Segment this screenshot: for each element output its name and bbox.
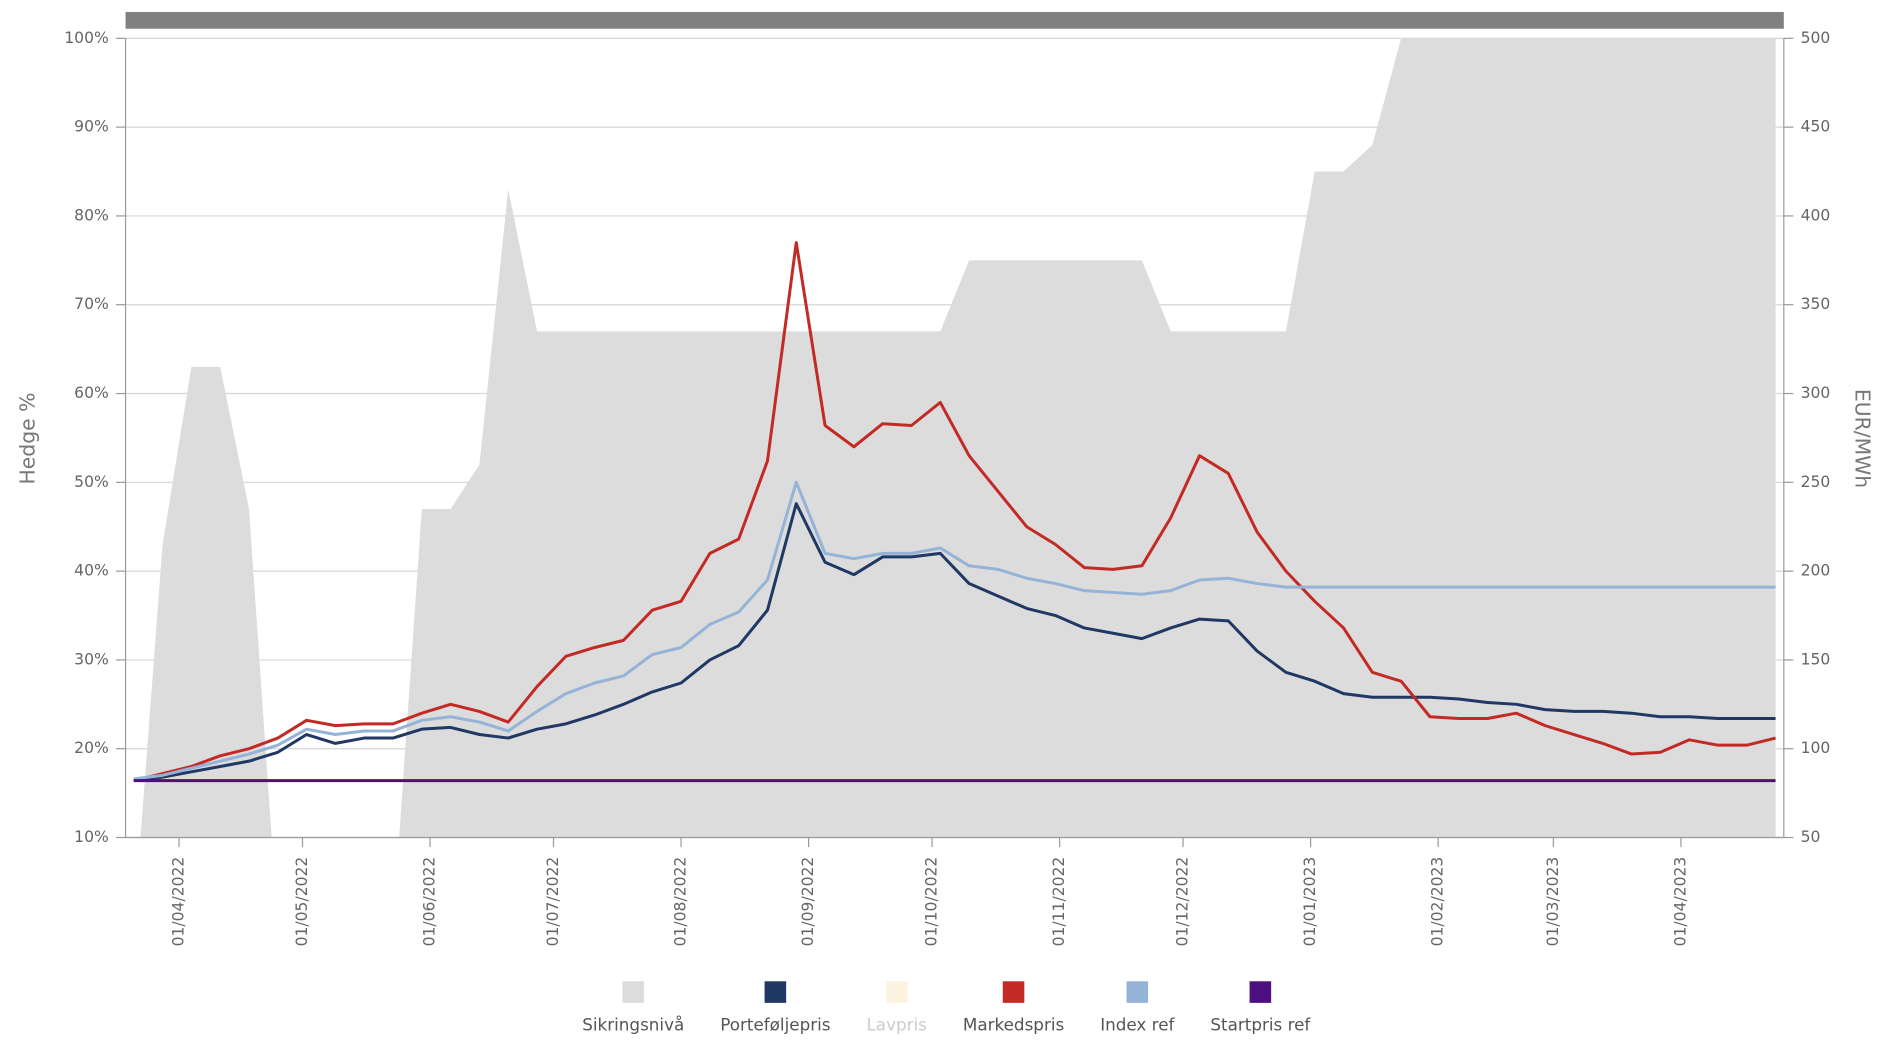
legend-swatch xyxy=(622,981,645,1003)
legend-item[interactable]: Markedspris xyxy=(963,981,1064,1035)
y-tick-label: 40% xyxy=(74,562,109,580)
x-tick-label: 01/07/2022 xyxy=(544,857,562,947)
legend-item[interactable]: Porteføljepris xyxy=(720,981,831,1035)
legend-label: Startpris ref xyxy=(1210,1015,1311,1035)
y2-tick-label: 250 xyxy=(1801,473,1831,491)
legend-label: Markedspris xyxy=(963,1015,1064,1035)
x-tick-label: 01/09/2022 xyxy=(799,857,817,947)
y-tick-label: 30% xyxy=(74,650,109,668)
x-tick-label: 01/04/2022 xyxy=(170,857,188,947)
x-tick-label: 01/02/2023 xyxy=(1429,857,1447,947)
legend-swatch xyxy=(885,981,908,1003)
line xyxy=(133,480,1776,781)
x-tick-label: 01/10/2022 xyxy=(923,857,941,947)
y2-axis-title: EUR/MWh xyxy=(1851,389,1875,488)
plot-area xyxy=(133,38,1776,838)
y-tick-label: 20% xyxy=(74,739,109,757)
y2-tick-label: 200 xyxy=(1801,562,1831,580)
y-tick-label: 80% xyxy=(74,206,109,224)
x-tick-label: 01/08/2022 xyxy=(672,857,690,947)
legend-label: Porteføljepris xyxy=(720,1015,830,1035)
x-tick-label: 01/03/2023 xyxy=(1544,857,1562,947)
y2-tick-label: 50 xyxy=(1801,828,1821,846)
y-tick-label: 50% xyxy=(74,473,109,491)
legend-swatch xyxy=(1249,981,1272,1003)
x-tick-label: 01/06/2022 xyxy=(421,857,439,947)
area xyxy=(133,38,1776,838)
y-tick-label: 10% xyxy=(74,828,109,846)
legend-swatch xyxy=(1002,981,1025,1003)
x-tick-label: 01/11/2022 xyxy=(1050,857,1068,947)
line xyxy=(133,241,1776,783)
legend-label: Index ref xyxy=(1100,1015,1175,1035)
y2-tick-label: 150 xyxy=(1801,650,1831,668)
y-tick-label: 70% xyxy=(74,295,109,313)
x-tick-label: 01/05/2022 xyxy=(293,857,311,947)
x-tick-label: 01/12/2022 xyxy=(1174,857,1192,947)
legend-item[interactable]: Index ref xyxy=(1100,981,1176,1035)
y2-tick-label: 350 xyxy=(1801,295,1831,313)
legend-item[interactable]: Sikringsnivå xyxy=(582,981,684,1035)
legend-item[interactable]: Lavpris xyxy=(866,981,927,1035)
x-tick-label: 01/01/2023 xyxy=(1301,857,1319,947)
y2-tick-label: 300 xyxy=(1801,384,1831,402)
legend-item[interactable]: Startpris ref xyxy=(1210,981,1311,1035)
axes: 10% 20% 30% 40% 50% 60% 70% 80% 90% 100% 50 100 150 2… xyxy=(64,29,1830,947)
y-tick-label: 60% xyxy=(74,384,109,402)
y-tick-label: 90% xyxy=(74,118,109,136)
y2-tick-label: 500 xyxy=(1801,29,1831,47)
range-bar[interactable] xyxy=(125,11,1784,29)
y2-tick-label: 100 xyxy=(1801,739,1831,757)
y2-tick-label: 400 xyxy=(1801,206,1831,224)
x-tick-label: 01/04/2023 xyxy=(1671,857,1689,947)
legend-label: Lavpris xyxy=(866,1015,926,1035)
line xyxy=(133,502,1776,783)
y-axis-title: Hedge % xyxy=(16,393,40,485)
legend-swatch xyxy=(1126,981,1149,1003)
legend: Sikringsnivå Porteføljepris Lavpris Markeds… xyxy=(582,981,1311,1035)
y-tick-label: 100% xyxy=(64,29,109,47)
legend-label: Sikringsnivå xyxy=(582,1015,684,1035)
y2-tick-label: 450 xyxy=(1801,118,1831,136)
legend-swatch xyxy=(764,981,787,1003)
